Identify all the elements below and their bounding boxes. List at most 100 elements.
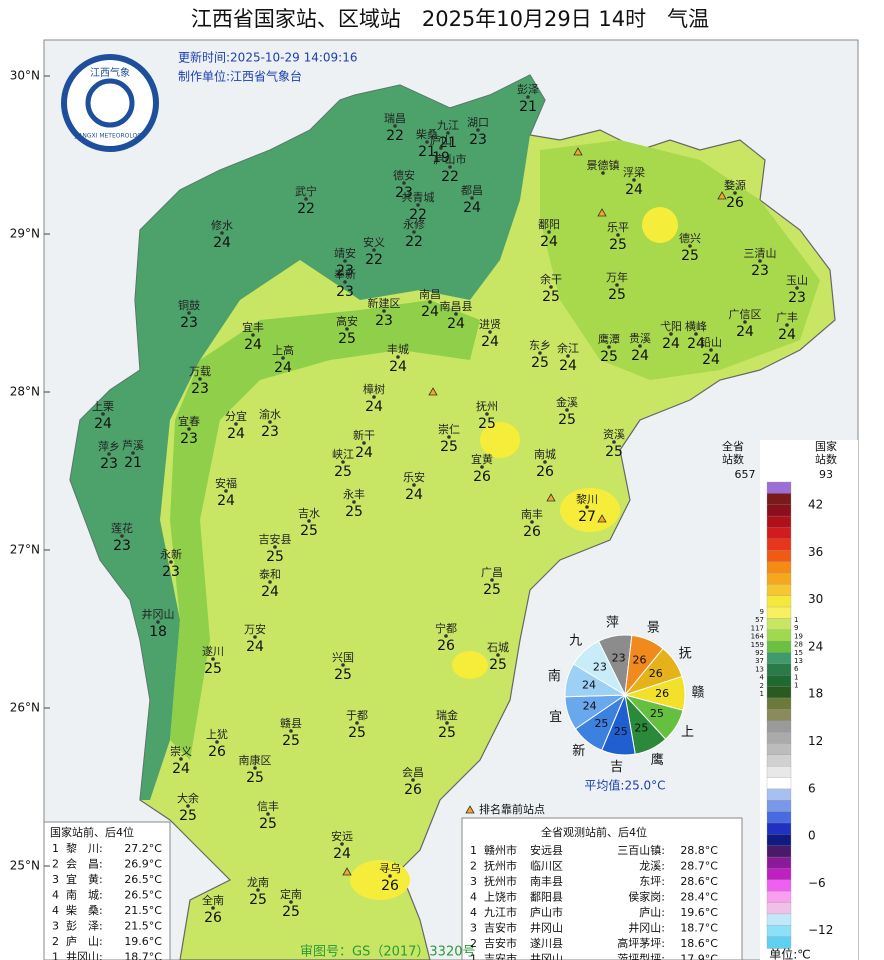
- station-dot: [169, 560, 173, 564]
- station-dot: [428, 300, 432, 304]
- station-value: 25: [440, 439, 458, 455]
- logo: 江西气象 JIANGXI METEOROLOGY: [61, 54, 159, 152]
- station-dot: [343, 259, 347, 263]
- station-value: 22: [365, 252, 383, 268]
- colorbar-tick: −12: [808, 923, 833, 937]
- station-name: 庐山市: [434, 152, 467, 166]
- station-value: 24: [405, 487, 423, 503]
- station-dot: [187, 427, 191, 431]
- station-name: 横峰: [685, 319, 707, 333]
- station-name: 广昌: [481, 566, 503, 579]
- station-dot: [694, 332, 698, 336]
- station-value: 25: [259, 816, 277, 832]
- station-name: 分宜: [225, 409, 247, 423]
- station-dot: [470, 196, 474, 200]
- station-dot: [612, 440, 616, 444]
- colorbar-cell: [766, 868, 792, 881]
- station-dot: [543, 460, 547, 464]
- station-value: 24: [274, 360, 292, 376]
- rank-city: 吉安市: [484, 952, 517, 960]
- station-value: 23: [191, 381, 209, 397]
- rank-city: 赣州市: [484, 843, 517, 857]
- station-dot: [393, 124, 397, 128]
- station-dot: [565, 408, 569, 412]
- station-value: 25: [531, 355, 549, 371]
- colorbar-tick: 42: [808, 498, 823, 512]
- rank-city: 吉安市: [484, 921, 517, 935]
- station-name: 共青城: [402, 191, 435, 204]
- station-dot: [396, 355, 400, 359]
- station-value: 24: [687, 336, 705, 352]
- station-value: 25: [266, 549, 284, 565]
- station-name: 乐平: [607, 221, 629, 234]
- station-dot: [253, 766, 257, 770]
- pie-label: 赣: [691, 685, 704, 700]
- station-dot: [187, 311, 191, 315]
- warm-spot: [350, 860, 410, 900]
- producer: 制作单位:江西省气象台: [178, 69, 302, 84]
- legend-unit: 单位:℃: [769, 947, 811, 960]
- warm-spot: [452, 651, 488, 679]
- rank-county: 安远县: [530, 843, 563, 857]
- colorbar-tick: 12: [808, 734, 823, 748]
- station-value: 22: [409, 207, 427, 223]
- rank-county: 鄱阳县: [530, 891, 563, 904]
- colorbar-cell: [766, 788, 792, 801]
- station-dot: [343, 280, 347, 284]
- station-value: 25: [348, 725, 366, 741]
- station-value: 23: [788, 290, 806, 306]
- station-value: 24: [365, 399, 383, 415]
- station-name: 德兴: [679, 231, 701, 245]
- count-left: 57: [755, 616, 764, 624]
- station-dot: [496, 653, 500, 657]
- rank-name: 柴 桑:: [66, 903, 103, 917]
- station-dot: [547, 230, 551, 234]
- station-value: 25: [483, 582, 501, 598]
- station-name: 浮梁: [623, 165, 645, 179]
- station-value: 24: [355, 445, 373, 461]
- station-value: 24: [559, 358, 577, 374]
- station-name: 于都: [346, 709, 368, 722]
- station-name: 进贤: [479, 318, 501, 331]
- rank-temp: 26.5°C: [124, 889, 162, 902]
- colorbar-cell: [766, 811, 792, 824]
- rank-city: 吉安市: [484, 936, 517, 950]
- count-right: 1: [794, 616, 798, 624]
- colorbar-cell: [766, 561, 792, 574]
- colorbar-cell: [766, 731, 792, 745]
- rank-no: 4: [470, 906, 477, 919]
- station-dot: [585, 505, 589, 509]
- legend-national: 93: [819, 468, 833, 481]
- station-name: 芦溪: [122, 439, 144, 452]
- colorbar-cell: [766, 663, 792, 676]
- colorbar-tick: 6: [808, 781, 816, 795]
- station-dot: [345, 327, 349, 331]
- count-right: 19: [794, 632, 803, 640]
- station-name: 峡江: [332, 447, 354, 461]
- colorbar-cell: [766, 584, 792, 597]
- station-value: 25: [609, 237, 627, 253]
- station-name: 崇义: [170, 745, 192, 758]
- rank-no: 1: [52, 842, 59, 855]
- station-name: 余江: [557, 341, 579, 355]
- station-dot: [795, 286, 799, 290]
- colorbar-cell: [766, 550, 792, 563]
- station-dot: [446, 131, 450, 135]
- station-name: 景德镇: [587, 158, 620, 172]
- rank-station: 龙溪:: [639, 860, 665, 873]
- station-dot: [601, 171, 605, 175]
- station-dot: [454, 312, 458, 316]
- rank-temp: 18.6°C: [680, 937, 718, 950]
- rank-station: 井冈山:: [628, 921, 665, 935]
- station-dot: [289, 900, 293, 904]
- station-value: 24: [736, 324, 754, 340]
- station-dot: [445, 721, 449, 725]
- count-right: 1: [794, 682, 798, 690]
- station-name: 宁都: [435, 621, 457, 635]
- colorbar-cell: [766, 891, 792, 904]
- pie-value: 26: [649, 667, 663, 680]
- station-name: 铅山: [700, 335, 722, 349]
- station-dot: [131, 451, 135, 455]
- pie-label: 新: [572, 743, 585, 759]
